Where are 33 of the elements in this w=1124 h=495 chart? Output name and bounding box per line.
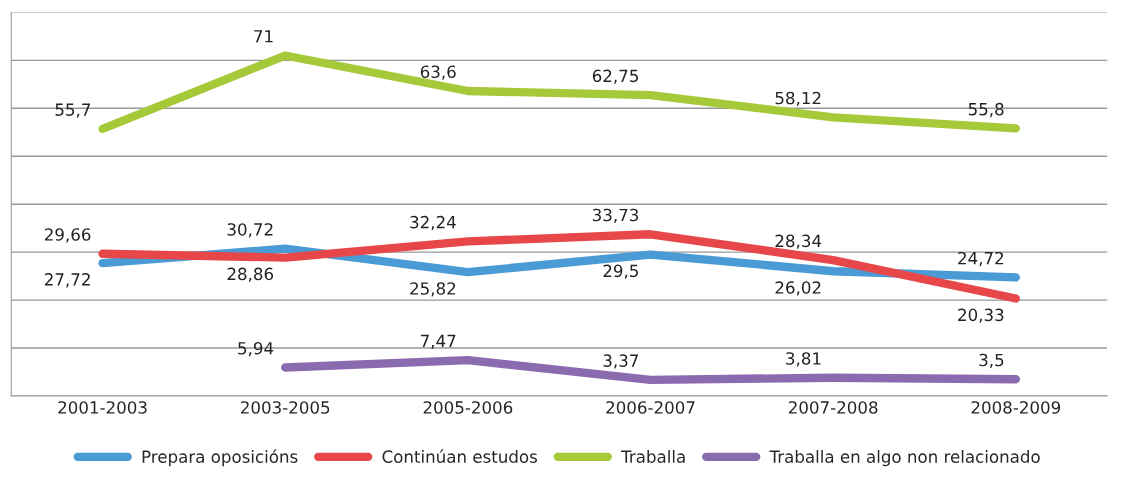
data-label: 27,72 xyxy=(44,273,90,288)
data-label: 29,66 xyxy=(44,228,91,243)
data-label: 71 xyxy=(254,30,273,43)
data-label: 62,75 xyxy=(592,69,638,84)
data-label: 32,24 xyxy=(410,215,456,231)
x-tick-label: 2003-2005 xyxy=(241,401,330,414)
data-label: 26,02 xyxy=(775,281,821,296)
data-label: 63,6 xyxy=(420,65,456,80)
data-label: 29,5 xyxy=(603,264,638,279)
data-label: 24,72 xyxy=(958,251,1004,267)
data-label: 3,5 xyxy=(979,353,1004,368)
data-label: 55,8 xyxy=(968,102,1004,118)
data-label: 7,47 xyxy=(421,334,456,349)
data-label: 33,73 xyxy=(592,208,639,223)
legend-label: Prepara oposicións xyxy=(142,449,298,467)
data-label: 58,12 xyxy=(775,91,821,107)
legend-label: Traballa en algo non relacionado xyxy=(769,450,1040,467)
data-label: 25,82 xyxy=(410,282,456,297)
x-tick-label: 2005-2006 xyxy=(423,401,513,414)
x-tick-label: 2007-2008 xyxy=(788,401,878,414)
x-tick-label: 2006-2007 xyxy=(606,401,695,414)
legend-label: Traballa xyxy=(621,450,685,463)
x-tick-label: 2001-2003 xyxy=(58,401,147,414)
data-label: 30,72 xyxy=(227,223,273,238)
data-label: 55,7 xyxy=(55,103,91,118)
data-label: 20,33 xyxy=(958,308,1004,323)
data-label: 5,94 xyxy=(238,341,274,357)
data-label: 3,37 xyxy=(603,354,638,369)
legend-label: Continúan estudos xyxy=(382,449,537,463)
x-tick-label: 2008-2009 xyxy=(971,401,1061,414)
data-label: 28,86 xyxy=(227,267,274,282)
data-label: 3,81 xyxy=(786,352,821,367)
data-label: 28,34 xyxy=(775,234,822,249)
